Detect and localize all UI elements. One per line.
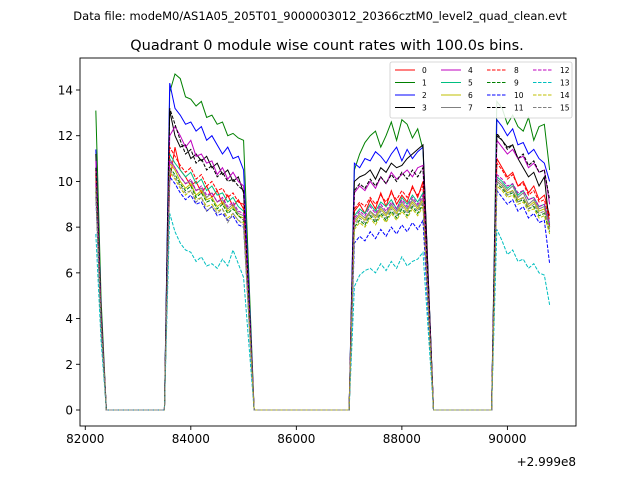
legend-label: 10 bbox=[514, 91, 524, 100]
y-tick-label: 14 bbox=[58, 84, 73, 98]
legend-label: 5 bbox=[468, 79, 473, 88]
series-line-8 bbox=[95, 145, 551, 411]
series-line-11 bbox=[95, 108, 551, 411]
legend-label: 0 bbox=[422, 66, 427, 75]
y-tick-label: 8 bbox=[65, 221, 73, 235]
y-tick-label: 6 bbox=[65, 266, 73, 280]
series-line-4 bbox=[95, 125, 551, 411]
legend-label: 13 bbox=[560, 79, 570, 88]
series-line-6 bbox=[95, 161, 551, 411]
legend-label: 1 bbox=[422, 79, 427, 88]
series-line-10 bbox=[95, 175, 551, 411]
series-line-1 bbox=[95, 73, 551, 411]
series-line-5 bbox=[95, 152, 551, 411]
series-line-12 bbox=[95, 159, 551, 411]
legend-label: 12 bbox=[560, 66, 570, 75]
legend-label: 4 bbox=[468, 66, 473, 75]
legend-label: 8 bbox=[514, 66, 519, 75]
x-tick-label: 82000 bbox=[66, 432, 104, 446]
x-tick-label: 90000 bbox=[488, 432, 526, 446]
y-tick-label: 0 bbox=[65, 404, 73, 418]
legend-label: 14 bbox=[560, 91, 570, 100]
chart-title: Quadrant 0 module wise count rates with … bbox=[130, 38, 524, 54]
series-line-3 bbox=[95, 110, 551, 411]
series-line-7 bbox=[95, 156, 551, 411]
axes-frame bbox=[79, 57, 577, 427]
series-line-0 bbox=[95, 147, 551, 411]
y-tick-label: 4 bbox=[65, 312, 73, 326]
x-tick-label: 86000 bbox=[277, 432, 315, 446]
series-line-2 bbox=[95, 83, 551, 411]
plot-area bbox=[95, 73, 551, 411]
series-line-14 bbox=[95, 170, 551, 411]
legend-label: 3 bbox=[422, 104, 427, 113]
legend-label: 9 bbox=[514, 79, 519, 88]
x-tick-label: 84000 bbox=[172, 432, 210, 446]
series-line-15 bbox=[95, 168, 551, 411]
series-line-9 bbox=[95, 166, 551, 411]
y-tick-label: 12 bbox=[58, 129, 73, 143]
legend-label: 11 bbox=[514, 104, 524, 113]
y-tick-label: 2 bbox=[65, 358, 73, 372]
x-offset-label: +2.999e8 bbox=[517, 455, 576, 469]
legend-label: 6 bbox=[468, 91, 473, 100]
axes: 82000 84000 86000 88000 90000+2.999e80246810… bbox=[58, 57, 577, 469]
x-tick-label: 88000 bbox=[383, 432, 421, 446]
y-tick-label: 10 bbox=[58, 175, 73, 189]
legend-label: 2 bbox=[422, 91, 427, 100]
data-file-label: Data file: modeM0/AS1A05_205T01_90000030… bbox=[73, 9, 567, 23]
series-line-13 bbox=[95, 213, 551, 411]
legend-box bbox=[389, 61, 573, 119]
legend-label: 7 bbox=[468, 104, 473, 113]
legend-label: 15 bbox=[560, 104, 570, 113]
